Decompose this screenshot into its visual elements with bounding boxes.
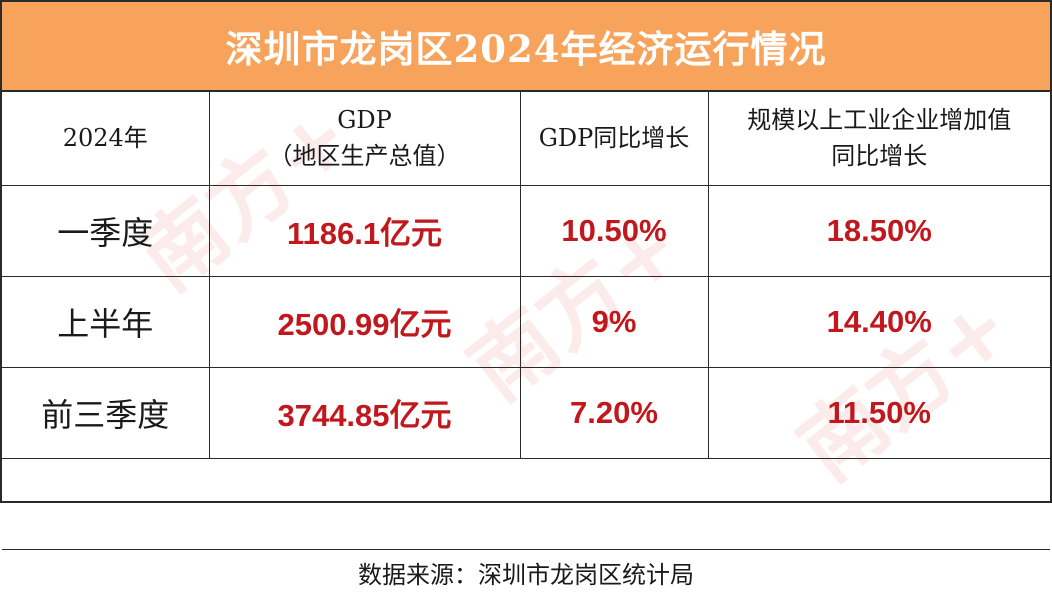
table-header-row: 2024年 GDP （地区生产总值） GDP同比增长 规模以上工业企业增加值 同… (2, 92, 1050, 186)
gdp-growth-cell: 10.50% (519, 184, 709, 277)
period-cell: 前三季度 (2, 366, 210, 459)
industry-growth-cell: 14.40% (707, 275, 1050, 368)
page-title: 深圳市龙岗区2024年经济运行情况 (2, 2, 1050, 92)
table-row: 前三季度 3744.85亿元 7.20% 11.50% (2, 366, 1050, 459)
period-cell: 一季度 (2, 184, 210, 277)
header-industry-label: 规模以上工业企业增加值 (747, 106, 1012, 135)
gdp-growth-cell: 9% (519, 275, 709, 368)
header-gdp-growth: GDP同比增长 (519, 92, 709, 186)
header-gdp-label: GDP (337, 106, 392, 135)
data-source-note: 数据来源：深圳市龙岗区统计局 (2, 549, 1050, 594)
gdp-growth-cell: 7.20% (519, 366, 709, 459)
period-cell: 上半年 (2, 275, 210, 368)
gdp-cell: 2500.99亿元 (208, 275, 521, 368)
gdp-cell: 1186.1亿元 (208, 184, 521, 277)
header-industry-growth: 规模以上工业企业增加值 同比增长 (707, 92, 1050, 186)
header-period-label: 2024年 (62, 124, 148, 153)
header-gdp: GDP （地区生产总值） (208, 92, 521, 186)
header-industry-sublabel: 同比增长 (831, 142, 928, 171)
table-row: 上半年 2500.99亿元 9% 14.40% (2, 275, 1050, 368)
gdp-cell: 3744.85亿元 (208, 366, 521, 459)
table-row: 一季度 1186.1亿元 10.50% 18.50% (2, 184, 1050, 277)
header-gdp-sublabel: （地区生产总值） (268, 142, 461, 171)
industry-growth-cell: 18.50% (707, 184, 1050, 277)
economy-table: 2024年 GDP （地区生产总值） GDP同比增长 规模以上工业企业增加值 同… (2, 92, 1050, 459)
industry-growth-cell: 11.50% (707, 366, 1050, 459)
header-gdp-growth-label: GDP同比增长 (538, 124, 690, 153)
header-period: 2024年 (2, 92, 210, 186)
